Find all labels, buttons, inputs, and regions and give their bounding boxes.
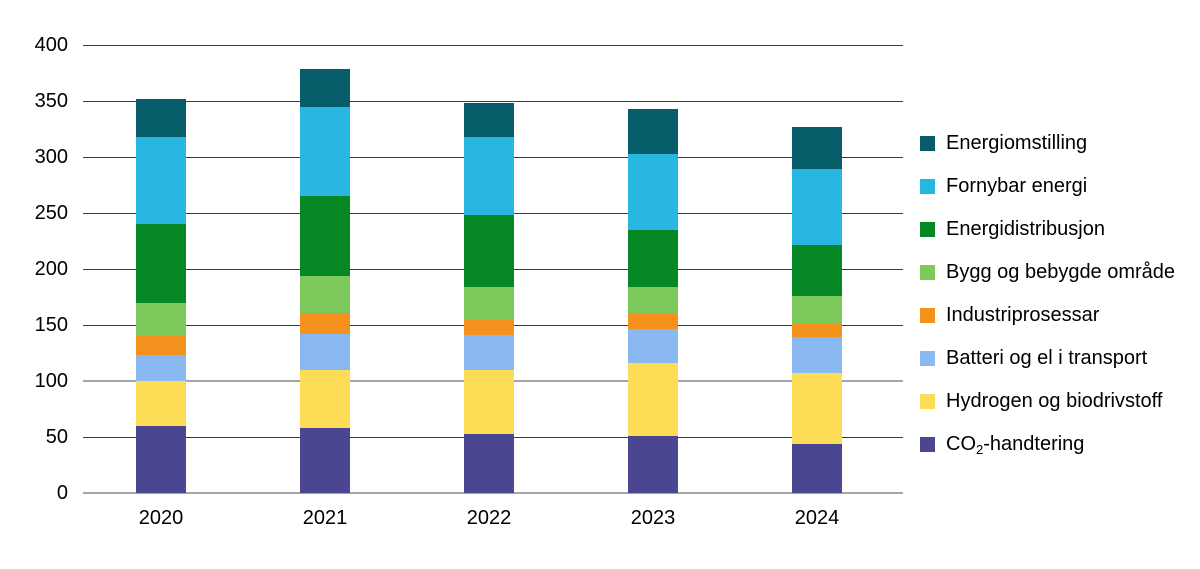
x-tick-label-2020: 2020	[138, 507, 184, 529]
y-tick-label-150: 150	[34, 314, 68, 336]
bar-segment-energiomstilling	[300, 68, 350, 107]
legend-item-hydrogen-og-biodrivstoff: Hydrogen og biodrivstoff	[920, 390, 1175, 412]
bar-segment-fornybar-energi	[300, 106, 350, 197]
legend-swatch-industriprosessar-icon	[920, 307, 935, 323]
y-tick-label-200: 200	[34, 258, 68, 280]
legend-label-co-handtering: CO2-handtering	[946, 433, 1085, 457]
legend-label-fornybar-energi: Fornybar energi	[946, 175, 1088, 197]
bar-2021	[300, 0, 350, 493]
bar-segment-energiomstilling	[464, 103, 514, 137]
bar-segment-energidistribusjon	[464, 215, 514, 287]
legend-swatch-co-handtering-icon	[920, 436, 935, 452]
bar-segment-energidistribusjon	[136, 224, 186, 303]
bar-segment-fornybar-energi	[136, 136, 186, 225]
bar-segment-energidistribusjon	[300, 196, 350, 276]
y-tick-label-300: 300	[34, 146, 68, 168]
legend-item-energidistribusjon: Energidistribusjon	[920, 218, 1175, 240]
y-tick-label-0: 0	[56, 482, 68, 504]
legend-item-energiomstilling: Energiomstilling	[920, 132, 1175, 154]
bar-segment-batteri-og-el-i-transport	[792, 337, 842, 374]
bar-segment-fornybar-energi	[792, 169, 842, 246]
legend-item-co-handtering: CO2-handtering	[920, 433, 1175, 457]
y-tick-label-400: 400	[34, 34, 68, 56]
legend-swatch-bygg-og-bebygde-omr-de-icon	[920, 264, 935, 280]
y-tick-label-100: 100	[34, 370, 68, 392]
legend-item-fornybar-energi: Fornybar energi	[920, 175, 1175, 197]
legend-item-bygg-og-bebygde-omr-de: Bygg og bebygde område	[920, 261, 1175, 283]
legend-label-bygg-og-bebygde-omr-de: Bygg og bebygde område	[946, 261, 1176, 283]
x-tick-label-2021: 2021	[302, 507, 348, 529]
bar-segment-co-handtering	[792, 443, 842, 493]
bar-segment-batteri-og-el-i-transport	[464, 335, 514, 370]
x-tick-label-2024: 2024	[794, 507, 840, 529]
legend-swatch-batteri-og-el-i-transport-icon	[920, 350, 935, 366]
legend-label-industriprosessar: Industriprosessar	[946, 304, 1100, 326]
bar-segment-bygg-og-bebygde-omr-de	[300, 275, 350, 313]
gridline-350	[83, 100, 903, 102]
gridline-0	[83, 492, 903, 494]
legend-swatch-energidistribusjon-icon	[920, 221, 935, 237]
bar-segment-industriprosessar	[136, 335, 186, 356]
legend-swatch-energiomstilling-icon	[920, 135, 935, 151]
bar-segment-hydrogen-og-biodrivstoff	[628, 363, 678, 436]
legend-item-batteri-og-el-i-transport: Batteri og el i transport	[920, 347, 1175, 369]
bar-segment-energiomstilling	[136, 98, 186, 137]
chart-legend: Energiomstilling Fornybar energi Energidis…	[920, 132, 1175, 476]
x-tick-label-2023: 2023	[630, 507, 676, 529]
bar-segment-co-handtering	[136, 425, 186, 493]
bar-segment-bygg-og-bebygde-omr-de	[136, 302, 186, 336]
bar-segment-co-handtering	[300, 428, 350, 493]
bar-segment-bygg-og-bebygde-omr-de	[792, 295, 842, 324]
legend-swatch-hydrogen-og-biodrivstoff-icon	[920, 393, 935, 409]
legend-swatch-fornybar-energi-icon	[920, 178, 935, 194]
bar-2022	[464, 0, 514, 493]
x-tick-label-2022: 2022	[466, 507, 512, 529]
gridline-400	[83, 44, 903, 46]
bar-segment-co-handtering	[464, 433, 514, 493]
bar-segment-hydrogen-og-biodrivstoff	[464, 369, 514, 434]
bar-segment-bygg-og-bebygde-omr-de	[464, 286, 514, 320]
bar-2024	[792, 0, 842, 493]
bar-segment-energiomstilling	[792, 126, 842, 170]
bar-2020	[136, 0, 186, 493]
bar-segment-fornybar-energi	[464, 136, 514, 216]
legend-item-industriprosessar: Industriprosessar	[920, 304, 1175, 326]
legend-label-batteri-og-el-i-transport: Batteri og el i transport	[946, 347, 1148, 369]
bar-segment-energiomstilling	[628, 108, 678, 154]
legend-label-hydrogen-og-biodrivstoff: Hydrogen og biodrivstoff	[946, 390, 1163, 412]
bar-segment-energidistribusjon	[628, 229, 678, 287]
legend-label-energidistribusjon: Energidistribusjon	[946, 218, 1105, 240]
bar-segment-industriprosessar	[464, 319, 514, 336]
y-tick-label-50: 50	[45, 426, 68, 448]
bar-segment-hydrogen-og-biodrivstoff	[300, 369, 350, 429]
bar-segment-industriprosessar	[792, 323, 842, 338]
bar-segment-energidistribusjon	[792, 245, 842, 296]
bar-2023	[628, 0, 678, 493]
bar-segment-hydrogen-og-biodrivstoff	[136, 381, 186, 426]
y-tick-label-250: 250	[34, 202, 68, 224]
bar-segment-fornybar-energi	[628, 153, 678, 230]
bar-segment-co-handtering	[628, 435, 678, 493]
bar-segment-hydrogen-og-biodrivstoff	[792, 373, 842, 444]
bar-segment-industriprosessar	[628, 313, 678, 330]
bar-segment-batteri-og-el-i-transport	[300, 333, 350, 370]
bar-segment-industriprosessar	[300, 312, 350, 334]
legend-label-energiomstilling: Energiomstilling	[946, 132, 1088, 154]
bar-segment-batteri-og-el-i-transport	[136, 355, 186, 381]
y-tick-label-350: 350	[34, 90, 68, 112]
bar-segment-batteri-og-el-i-transport	[628, 329, 678, 364]
bar-segment-bygg-og-bebygde-omr-de	[628, 286, 678, 314]
